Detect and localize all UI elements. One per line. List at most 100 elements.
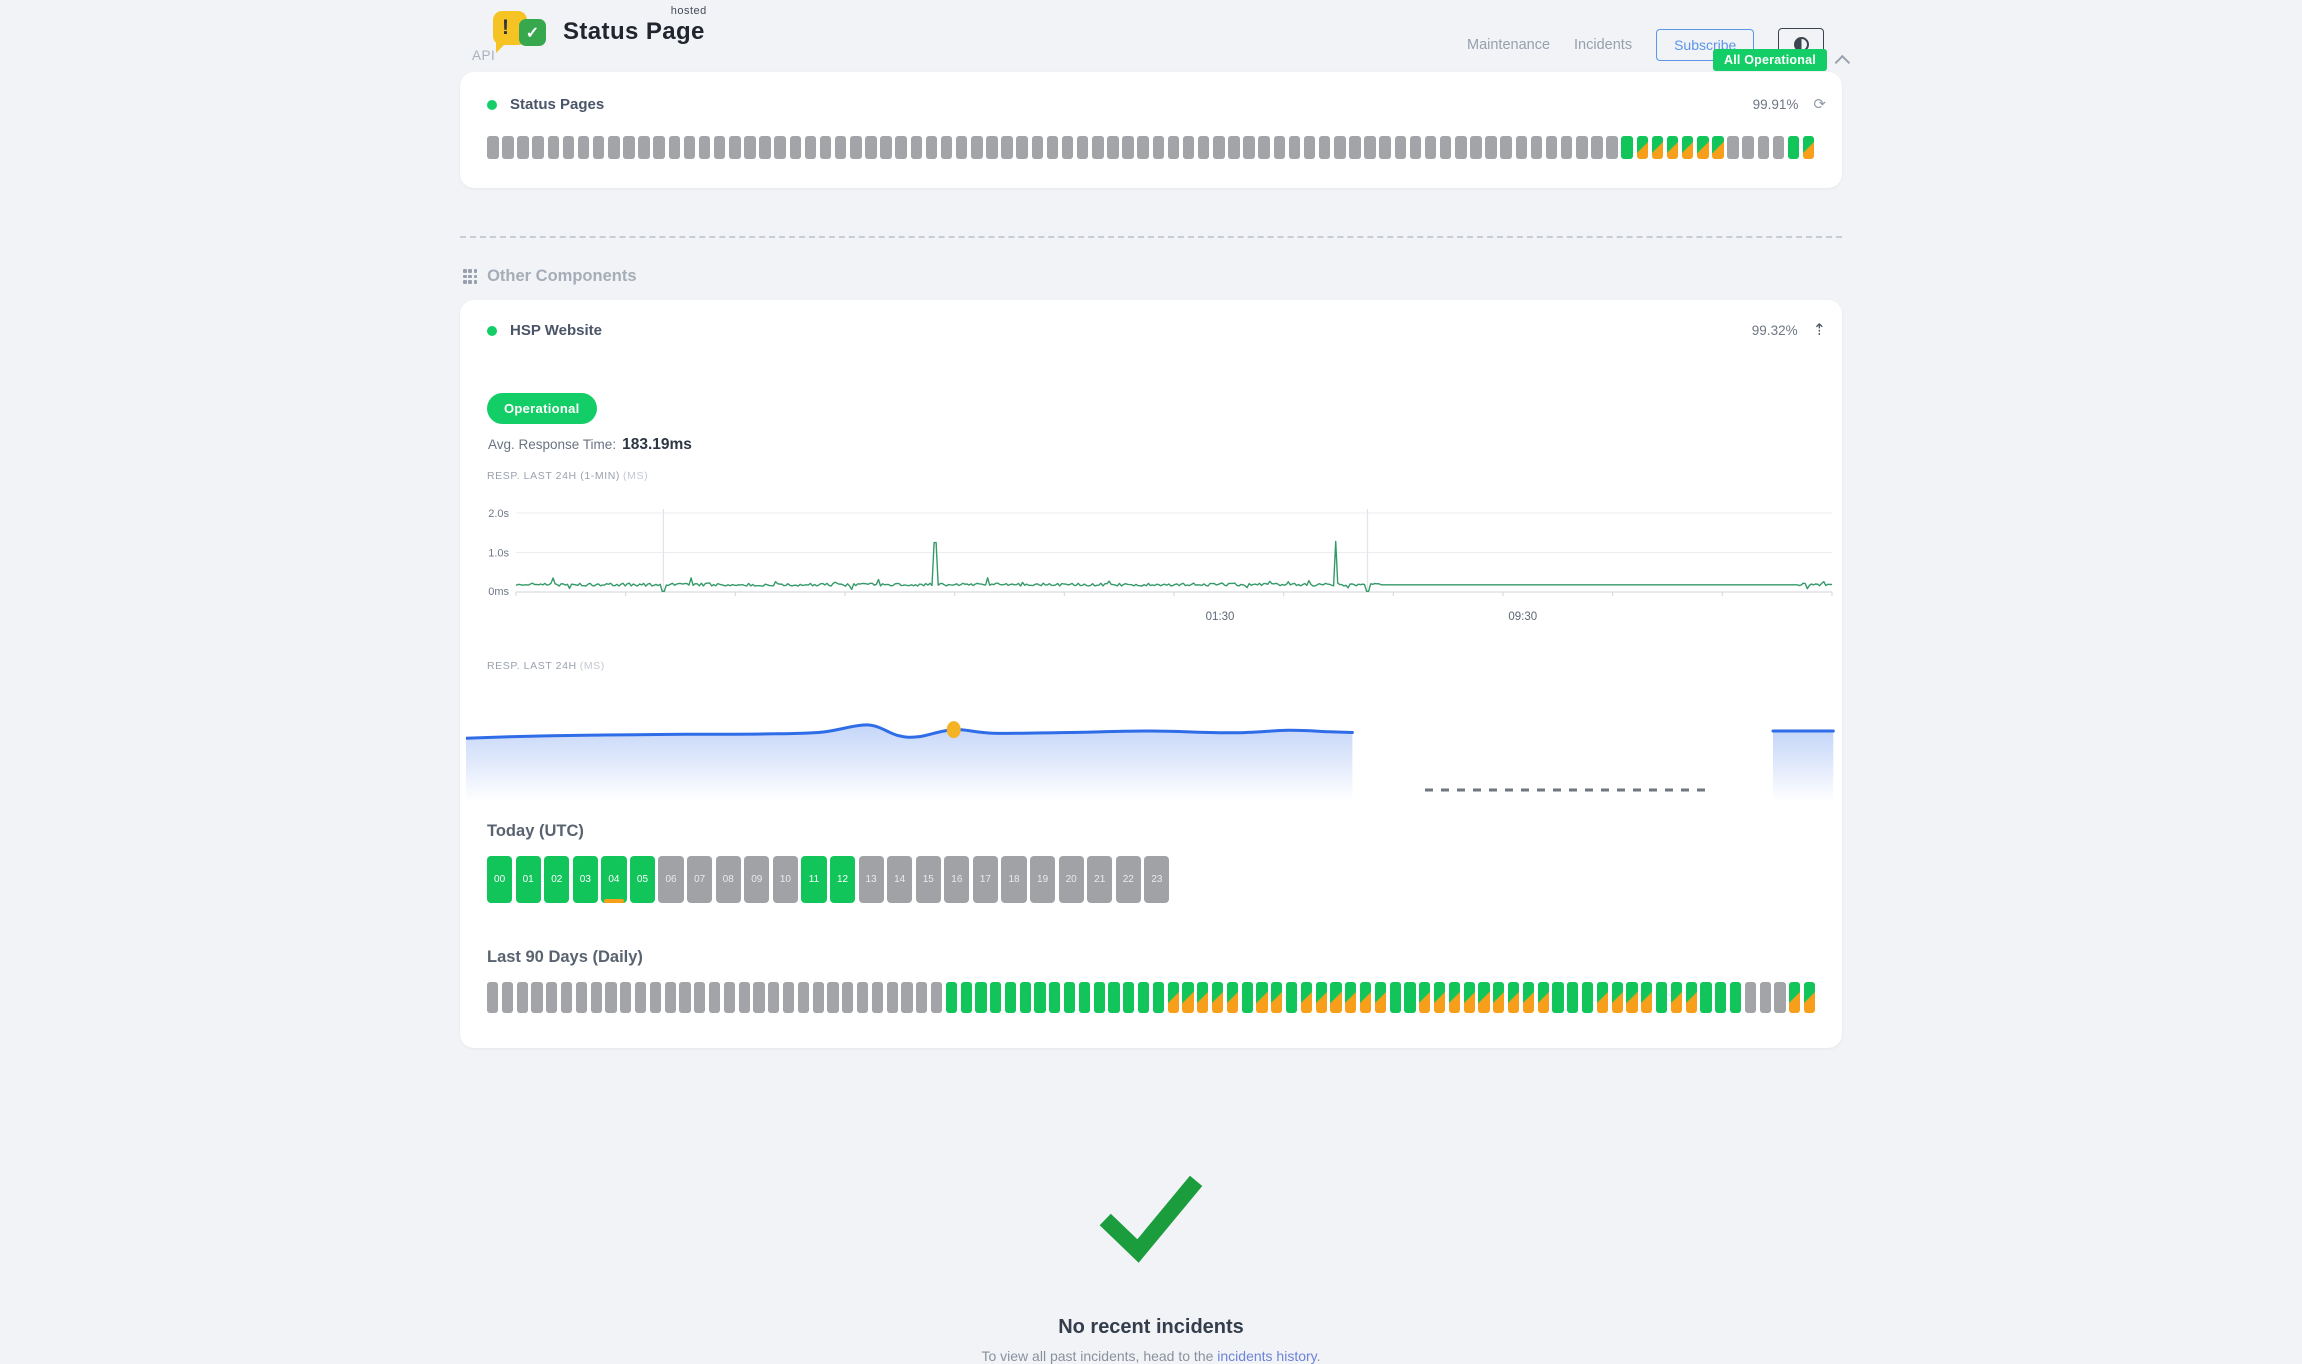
uptime-bar-operational	[1123, 982, 1135, 1013]
uptime-bar-degraded	[1256, 982, 1268, 1013]
last90-bars	[487, 982, 1816, 1013]
uptime-bar-no-data	[871, 982, 883, 1013]
uptime-bar-no-data	[1167, 136, 1180, 159]
uptime-bar-no-data	[560, 982, 573, 1013]
hour-cell-02: 02	[544, 856, 570, 903]
uptime-bar-degraded	[1419, 982, 1431, 1013]
uptime-bar-no-data	[782, 982, 795, 1013]
uptime-bar-no-data	[1545, 136, 1558, 159]
uptime-bar-no-data	[1515, 136, 1528, 159]
uptime-bar-degraded	[1182, 982, 1194, 1013]
hour-cell-07: 07	[687, 856, 713, 903]
avg-response-value: 183.19ms	[622, 436, 692, 453]
hour-cell-20: 20	[1058, 856, 1084, 903]
hour-cell-08: 08	[715, 856, 741, 903]
uptime-bar-no-data	[1182, 136, 1195, 159]
uptime-bar-no-data	[955, 136, 968, 159]
uptime-bar-degraded	[1197, 982, 1209, 1013]
uptime-bar-no-data	[1606, 136, 1618, 159]
uptime-bar-no-data	[1318, 136, 1331, 159]
uptime-bar-no-data	[620, 982, 632, 1013]
svg-text:0ms: 0ms	[488, 586, 509, 598]
uptime-bar-operational	[1655, 982, 1668, 1013]
uptime-bar-no-data	[804, 136, 817, 159]
uptime-bar-no-data	[986, 136, 998, 159]
uptime-bar-degraded	[1596, 982, 1608, 1013]
today-hour-grid: 00 01 02 03 04 05 06 07 08 09 10 11 12 13 14 15 16 17 18 19…	[487, 856, 1170, 903]
uptime-bar-no-data	[547, 136, 560, 159]
uptime-bar-no-data	[634, 982, 647, 1013]
uptime-bar-operational	[1700, 982, 1712, 1013]
uptime-bar-operational	[1787, 136, 1800, 159]
hour-cell-01: 01	[515, 856, 541, 903]
no-incidents-heading: No recent incidents	[1058, 1316, 1244, 1338]
uptime-bar-operational	[975, 982, 987, 1013]
uptime-bar-degraded	[1670, 982, 1682, 1013]
uptime-bar-no-data	[910, 136, 923, 159]
uptime-bar-no-data	[1046, 136, 1059, 159]
uptime-bar-degraded	[1493, 982, 1505, 1013]
logo-superscript: hosted	[670, 5, 707, 17]
uptime-bar-no-data	[605, 982, 617, 1013]
hour-cell-19: 19	[1029, 856, 1056, 903]
uptime-bar-operational	[1138, 982, 1150, 1013]
refresh-icon[interactable]: ⟳	[1813, 96, 1826, 113]
uptime-bar-no-data	[713, 136, 726, 159]
uptime-bar-no-data	[1757, 136, 1770, 159]
uptime-bar-no-data	[901, 982, 913, 1013]
uptime-bar-no-data	[653, 136, 665, 159]
uptime-bar-degraded	[1636, 136, 1649, 159]
app-logo: ! ✓ hosted Status Page	[493, 5, 707, 58]
avg-response-label: Avg. Response Time:	[488, 437, 617, 452]
nav-item-maintenance[interactable]: Maintenance	[1467, 36, 1551, 53]
uptime-bar-degraded	[1626, 982, 1638, 1013]
uptime-bar-no-data	[1364, 136, 1376, 159]
uptime-bar-degraded	[1666, 136, 1679, 159]
uptime-bar-no-data	[1485, 136, 1497, 159]
section-label-api: API	[472, 48, 496, 63]
hour-cell-23: 23	[1144, 856, 1170, 903]
nav-item-incidents[interactable]: Incidents	[1574, 36, 1633, 53]
uptime-bar-no-data	[1470, 136, 1482, 159]
uptime-bar-operational	[1049, 982, 1061, 1013]
uptime-bar-no-data	[698, 136, 711, 159]
chart2-caption: RESP. LAST 24H (MS)	[487, 660, 605, 672]
uptime-bar-no-data	[971, 136, 983, 159]
uptime-bar-operational	[1034, 982, 1046, 1013]
uptime-bar-operational	[945, 982, 957, 1013]
uptime-bar-no-data	[1137, 136, 1149, 159]
uptime-bar-operational	[1004, 982, 1017, 1013]
uptime-bar-no-data	[753, 982, 765, 1013]
collapse-arrow-icon[interactable]: ⇡	[1812, 321, 1826, 339]
hour-cell-11: 11	[801, 856, 827, 903]
uptime-bar-degraded	[1651, 136, 1664, 159]
hour-cell-18: 18	[1001, 856, 1027, 903]
incidents-history-link[interactable]: incidents history	[1217, 1348, 1317, 1364]
uptime-bar-no-data	[1727, 136, 1739, 159]
uptime-bar-no-data	[797, 982, 809, 1013]
hour-cell-15: 15	[915, 856, 941, 903]
uptime-bar-degraded	[1681, 136, 1694, 159]
section-title-other-components: Other Components	[487, 267, 637, 285]
uptime-bar-no-data	[1031, 136, 1044, 159]
uptime-bar-operational	[1567, 982, 1579, 1013]
uptime-bar-no-data	[865, 136, 877, 159]
uptime-bar-no-data	[940, 136, 953, 159]
uptime-bar-no-data	[1744, 982, 1756, 1013]
uptime-bar-no-data	[1500, 136, 1512, 159]
uptime-bar-no-data	[562, 136, 575, 159]
uptime-bar-no-data	[1273, 136, 1286, 159]
uptime-bar-no-data	[1122, 136, 1134, 159]
uptime-bar-no-data	[1092, 136, 1104, 159]
chevron-up-icon[interactable]	[1834, 54, 1851, 70]
subscribe-button[interactable]: Subscribe	[1656, 28, 1755, 61]
uptime-bar-degraded	[1478, 982, 1490, 1013]
status-dot	[487, 325, 497, 336]
svg-text:09:30: 09:30	[1508, 611, 1537, 623]
uptime-bar-no-data	[1379, 136, 1391, 159]
card-hsp-website: HSP Website 99.32% ⇡ Operational Avg. Re…	[460, 300, 1842, 1048]
uptime-bar-no-data	[1591, 136, 1603, 159]
svg-text:01:30: 01:30	[1206, 611, 1235, 623]
hour-cell-10: 10	[772, 856, 798, 903]
uptime-bar-degraded	[1434, 982, 1446, 1013]
